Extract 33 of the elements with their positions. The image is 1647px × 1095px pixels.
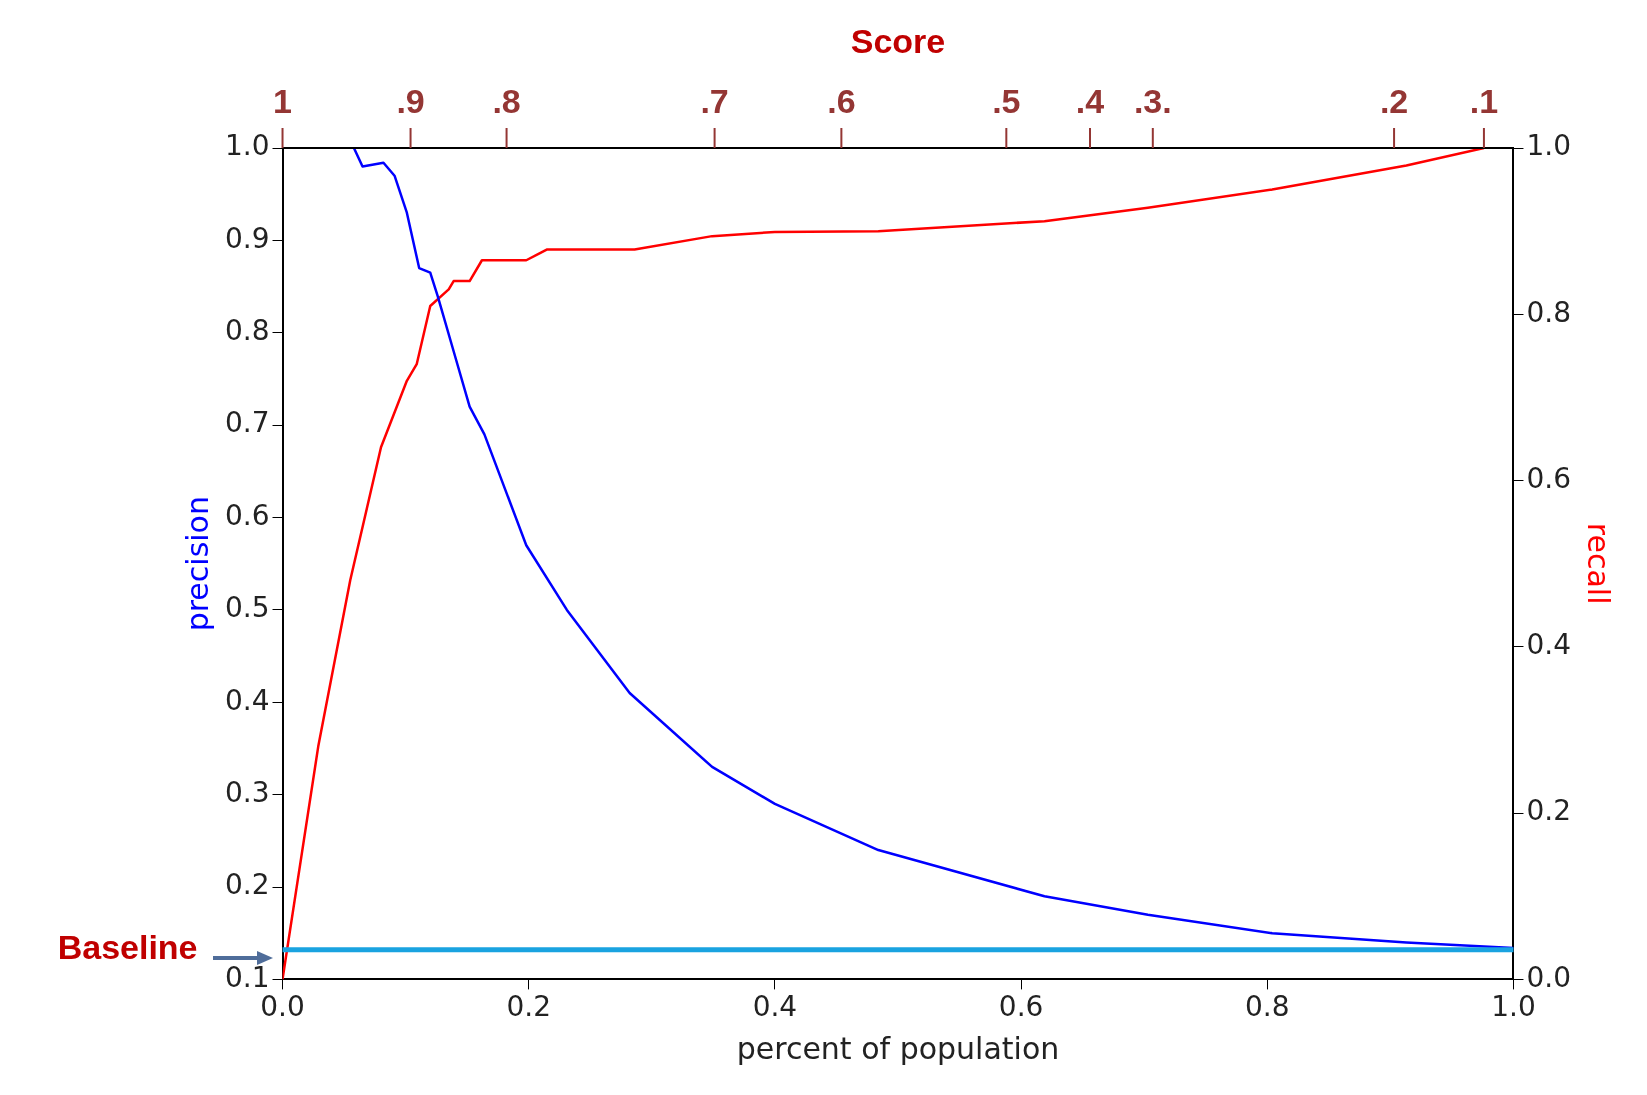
text: 1 xyxy=(273,82,292,120)
x-tick-label: 0.8 xyxy=(1245,990,1290,1024)
y-tick-label: 0.7 xyxy=(225,406,270,440)
y-tick-label: 0.3 xyxy=(225,775,270,809)
text: .7 xyxy=(700,82,729,120)
x-axis-title: percent of population xyxy=(736,1030,1060,1066)
text: .4 xyxy=(1075,82,1105,120)
y2-tick-label: 0.8 xyxy=(1526,295,1571,329)
text: .2 xyxy=(1379,82,1409,120)
y2-tick-label: 0.6 xyxy=(1526,461,1571,495)
text: .9 xyxy=(396,82,425,120)
x-tick-label: 0.6 xyxy=(998,990,1044,1024)
x-tick-label: 0.2 xyxy=(506,990,551,1024)
y-tick-label: 0.4 xyxy=(225,683,270,717)
y-tick-label: 0.6 xyxy=(225,498,270,532)
y2-tick-label: 0.2 xyxy=(1526,794,1571,828)
text: .3. xyxy=(1133,82,1172,120)
text: .6 xyxy=(827,82,856,120)
y2-axis-title: recall xyxy=(1581,522,1617,605)
text: .8 xyxy=(492,82,521,120)
y-tick-label: 0.2 xyxy=(225,868,270,902)
text: .1 xyxy=(1469,82,1499,120)
y-axis-title: precision xyxy=(179,496,215,632)
ref-line-label: Baseline xyxy=(57,928,198,967)
text: Score xyxy=(850,22,946,60)
y2-tick-label: 0.4 xyxy=(1526,628,1571,662)
y-tick-label: 0.5 xyxy=(225,591,270,625)
y2-tick-label: 1.0 xyxy=(1526,129,1571,163)
text: .5 xyxy=(992,82,1021,120)
x-tick-label: 0.4 xyxy=(752,990,798,1024)
y-tick-label: 1.0 xyxy=(225,129,270,163)
y-tick-label: 0.9 xyxy=(225,221,270,255)
y-tick-label: 0.8 xyxy=(225,314,270,348)
